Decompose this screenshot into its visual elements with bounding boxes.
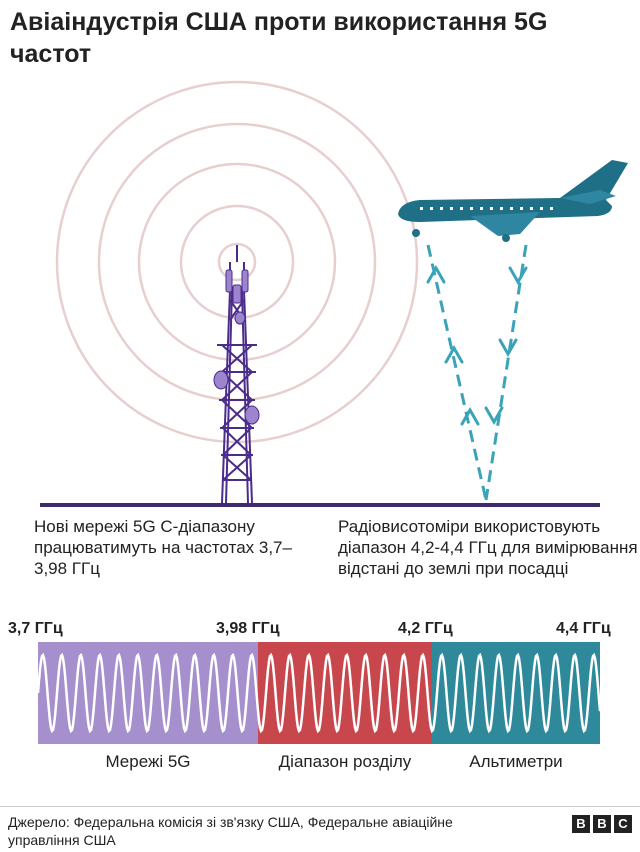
caption-5g: Нові мережі 5G C-діапазону працюватимуть… — [34, 517, 292, 578]
ground-line — [40, 503, 600, 507]
airplane-icon — [398, 160, 628, 242]
freq-label-3-98: 3,98 ГГц — [216, 620, 280, 637]
bbc-logo-letter: C — [614, 815, 632, 833]
freq-label-4-4: 4,4 ГГц — [556, 620, 611, 637]
signal-paths — [426, 244, 528, 501]
signal-arrows — [426, 264, 528, 426]
bbc-logo-letter: B — [572, 815, 590, 833]
caption-altimeters: Радіовисотоміри використовують діапазон … — [338, 517, 638, 578]
band-label-altimeters: Альтиметри — [469, 752, 563, 771]
page-title: Авіаіндустрія США проти використання 5G … — [10, 8, 548, 68]
freq-label-4-2: 4,2 ГГц — [398, 620, 453, 637]
cell-tower-icon — [217, 245, 257, 504]
freq-label-3-7: 3,7 ГГц — [8, 620, 63, 637]
footer-divider — [0, 806, 640, 807]
bbc-logo: B B C — [572, 815, 632, 833]
source-note: Джерело: Федеральна комісія зі зв'язку С… — [8, 814, 453, 848]
bbc-logo-letter: B — [593, 815, 611, 833]
band-label-5g: Мережі 5G — [105, 752, 191, 771]
illustration — [40, 80, 628, 507]
sine-wave — [36, 652, 602, 734]
band-label-gap: Діапазон розділу — [278, 752, 412, 771]
tower-antennas — [213, 269, 260, 425]
frequency-spectrum — [36, 642, 602, 744]
